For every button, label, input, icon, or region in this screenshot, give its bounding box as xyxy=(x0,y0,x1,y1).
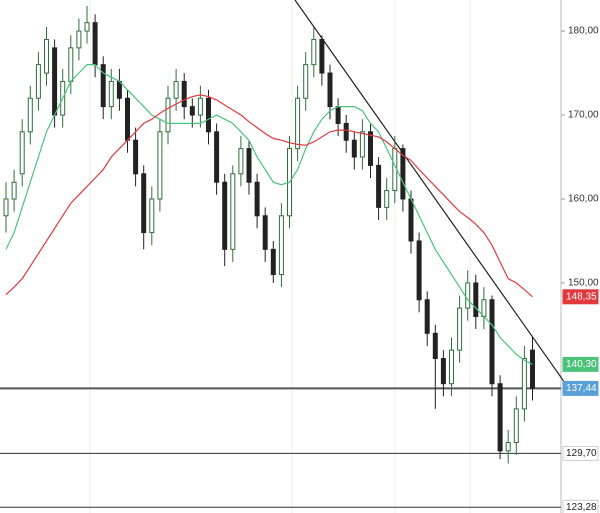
candle-body xyxy=(416,240,422,301)
price-tag xyxy=(562,445,599,461)
candle-body xyxy=(92,22,98,66)
candle-body xyxy=(230,173,236,250)
candle-body xyxy=(376,164,382,208)
candle-body xyxy=(521,358,527,410)
candle-body xyxy=(141,173,147,234)
candle-body xyxy=(173,80,179,99)
candle-body xyxy=(133,139,139,175)
price-tag xyxy=(562,356,599,372)
candle-body xyxy=(497,383,503,452)
candle-body xyxy=(19,131,25,175)
candle-body xyxy=(319,38,325,74)
candle-body xyxy=(311,38,317,66)
candle-body xyxy=(214,131,220,183)
candle-body xyxy=(343,122,349,141)
candle-body xyxy=(384,190,390,208)
price-tag-label: 148,35 xyxy=(566,291,597,302)
candle-body xyxy=(157,131,163,200)
candle-body xyxy=(100,64,106,108)
candle-body xyxy=(197,97,203,116)
candle-body xyxy=(505,441,511,452)
price-tag-label: 137,44 xyxy=(566,383,597,394)
price-tag-label: 123,28 xyxy=(566,502,597,513)
moving-average-line xyxy=(5,63,533,365)
candle-body xyxy=(359,131,365,158)
candle-body xyxy=(530,349,535,389)
candle-body xyxy=(84,22,90,32)
candle-body xyxy=(116,80,122,99)
candle-body xyxy=(206,97,211,133)
candle-body xyxy=(165,97,171,133)
price-tag xyxy=(562,289,599,305)
candle-body xyxy=(189,106,195,116)
candle-body xyxy=(149,198,155,234)
candle-body xyxy=(27,97,33,133)
candle-body xyxy=(424,299,430,334)
candle-body xyxy=(76,30,82,49)
candle-body xyxy=(351,139,357,158)
candle-body xyxy=(432,332,438,360)
y-tick-label: 150,00 xyxy=(568,278,599,289)
candle-body xyxy=(35,64,41,99)
price-tag-label: 129,70 xyxy=(566,448,597,459)
y-tick-label: 160,00 xyxy=(568,194,599,205)
candle-body xyxy=(335,106,341,124)
candle-body xyxy=(52,47,58,116)
trend-line xyxy=(294,0,566,384)
candle-body xyxy=(465,282,471,309)
candle-body xyxy=(68,47,74,82)
price-tag xyxy=(562,380,599,396)
candle-body xyxy=(400,148,406,200)
candle-body xyxy=(295,97,301,150)
candle-body xyxy=(489,299,495,385)
candle-body xyxy=(473,282,479,318)
candle-body xyxy=(278,215,284,276)
candle-body xyxy=(449,349,454,385)
candle-body xyxy=(108,80,114,108)
candle-body xyxy=(181,80,187,108)
candle-body xyxy=(3,198,9,217)
moving-average-line xyxy=(5,94,533,298)
candle-body xyxy=(327,72,333,108)
y-tick-label: 180,00 xyxy=(568,26,599,37)
candle-body xyxy=(238,148,244,175)
price-tag xyxy=(562,499,599,513)
candle-body xyxy=(125,97,130,141)
candle-body xyxy=(44,38,49,74)
candle-body xyxy=(513,408,519,443)
candle-body xyxy=(246,148,252,183)
candle-body xyxy=(303,64,309,99)
candle-body xyxy=(254,181,260,217)
candle-body xyxy=(408,198,414,242)
candle-body xyxy=(457,307,463,351)
candle-body xyxy=(440,358,446,385)
candle-body xyxy=(368,131,373,166)
candle-body xyxy=(262,215,268,250)
vertical-guides xyxy=(89,0,471,513)
candle-body xyxy=(222,181,228,250)
price-tag-label: 140,30 xyxy=(566,359,597,370)
candle-body xyxy=(11,181,17,200)
candle-body xyxy=(270,248,276,276)
candle-body xyxy=(481,299,487,318)
y-tick-label: 170,00 xyxy=(568,110,599,121)
